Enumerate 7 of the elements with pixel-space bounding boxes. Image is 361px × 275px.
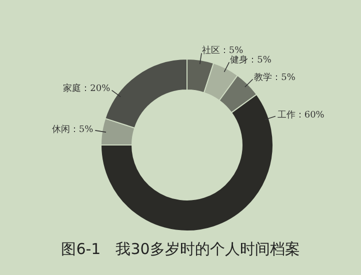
slice-label: 教学：5% (254, 72, 296, 83)
slice-label: 健身：5% (230, 54, 272, 66)
slice-label: 社区：5% (202, 45, 244, 56)
text: 图6-1 我30多岁时的个人时间档案 (60, 240, 301, 259)
slice-label: 家庭：20% (63, 83, 111, 94)
slice-label: 工作：60% (277, 110, 325, 121)
slice-label: 休闲：5% (52, 124, 94, 136)
